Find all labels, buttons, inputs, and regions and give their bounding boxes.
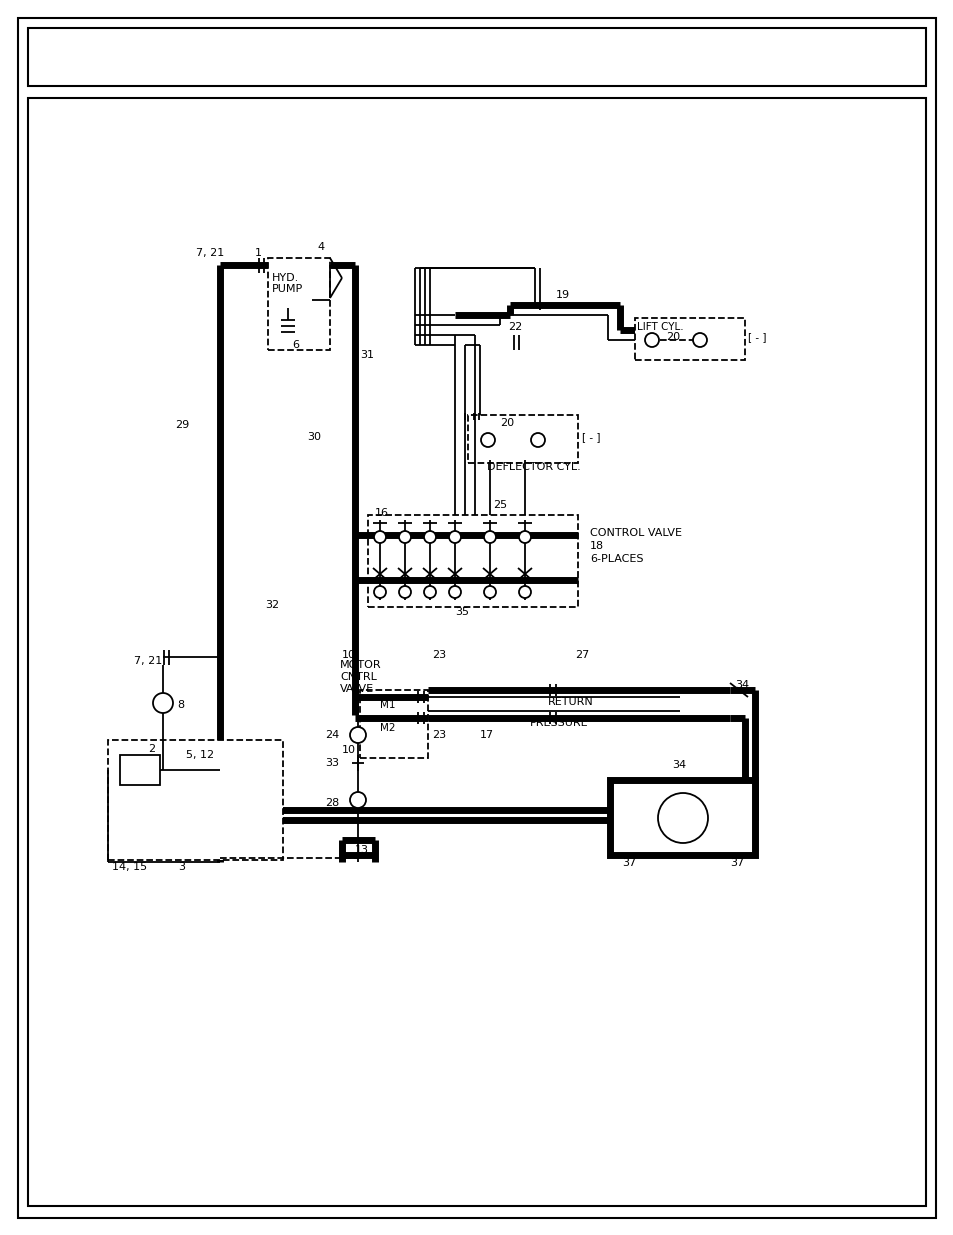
Text: HYD.: HYD. <box>272 273 299 283</box>
Text: LIFT CYL.: LIFT CYL. <box>637 322 683 332</box>
Circle shape <box>480 433 495 447</box>
Circle shape <box>374 585 386 598</box>
Text: 33: 33 <box>325 758 338 768</box>
Text: 28: 28 <box>325 798 339 808</box>
Text: CNTRL: CNTRL <box>339 672 376 682</box>
Text: 6-PLACES: 6-PLACES <box>589 555 643 564</box>
Text: CONTROL VALVE: CONTROL VALVE <box>589 529 681 538</box>
Text: MOTOR: MOTOR <box>339 659 381 671</box>
Text: 32: 32 <box>265 600 279 610</box>
Circle shape <box>398 585 411 598</box>
Text: 13: 13 <box>355 845 369 855</box>
Circle shape <box>350 792 366 808</box>
Text: 35: 35 <box>455 606 469 618</box>
Circle shape <box>449 531 460 543</box>
Text: 8: 8 <box>177 700 184 710</box>
Text: 23: 23 <box>432 730 446 740</box>
Text: 31: 31 <box>359 350 374 359</box>
Bar <box>28 98 925 1207</box>
Text: 24: 24 <box>325 730 339 740</box>
Bar <box>120 755 160 785</box>
Text: VALVE: VALVE <box>339 684 374 694</box>
Text: M2: M2 <box>379 722 395 734</box>
Text: 25: 25 <box>493 500 507 510</box>
Circle shape <box>398 531 411 543</box>
Text: 3: 3 <box>178 862 185 872</box>
Text: 18: 18 <box>589 541 603 551</box>
Bar <box>635 317 744 359</box>
Text: 7, 21: 7, 21 <box>133 656 162 666</box>
Circle shape <box>152 693 172 713</box>
Text: 7, 21: 7, 21 <box>195 248 224 258</box>
Text: 5, 12: 5, 12 <box>186 750 213 760</box>
Circle shape <box>483 585 496 598</box>
Text: [ - ]: [ - ] <box>581 432 599 442</box>
Text: [ - ]: [ - ] <box>747 332 765 342</box>
Text: DEFLECTOR CYL.: DEFLECTOR CYL. <box>486 462 580 472</box>
Bar <box>359 690 428 758</box>
Text: PUMP: PUMP <box>272 284 303 294</box>
Circle shape <box>518 531 531 543</box>
Text: M1: M1 <box>379 700 395 710</box>
Text: 17: 17 <box>479 730 494 740</box>
Text: RETURN: RETURN <box>547 697 593 706</box>
Text: 6: 6 <box>292 340 298 350</box>
Bar <box>368 515 578 606</box>
Text: 34: 34 <box>734 680 748 690</box>
Text: 37: 37 <box>729 858 743 868</box>
Bar <box>108 740 283 860</box>
Text: 16: 16 <box>375 508 389 517</box>
Bar <box>609 781 754 855</box>
Circle shape <box>423 531 436 543</box>
Circle shape <box>350 727 366 743</box>
Bar <box>28 28 925 86</box>
Text: 10: 10 <box>341 650 355 659</box>
Text: 1: 1 <box>254 248 262 258</box>
Text: 10: 10 <box>341 745 355 755</box>
Text: 27: 27 <box>575 650 589 659</box>
Text: 20: 20 <box>665 332 679 342</box>
Circle shape <box>692 333 706 347</box>
Text: PRESSURE: PRESSURE <box>530 718 588 727</box>
Text: 34: 34 <box>671 760 685 769</box>
Bar <box>268 258 330 350</box>
Text: 29: 29 <box>174 420 189 430</box>
Text: 37: 37 <box>621 858 636 868</box>
Text: 22: 22 <box>507 322 521 332</box>
Circle shape <box>483 531 496 543</box>
Circle shape <box>374 531 386 543</box>
Circle shape <box>658 793 707 844</box>
Text: 2: 2 <box>148 743 155 755</box>
Text: 4: 4 <box>316 242 324 252</box>
Text: 23: 23 <box>432 650 446 659</box>
Text: 20: 20 <box>499 417 514 429</box>
Text: 19: 19 <box>556 290 570 300</box>
Circle shape <box>531 433 544 447</box>
Circle shape <box>423 585 436 598</box>
Circle shape <box>518 585 531 598</box>
Text: 14, 15: 14, 15 <box>112 862 147 872</box>
Bar <box>468 415 578 463</box>
Text: 30: 30 <box>307 432 320 442</box>
Circle shape <box>644 333 659 347</box>
Circle shape <box>449 585 460 598</box>
